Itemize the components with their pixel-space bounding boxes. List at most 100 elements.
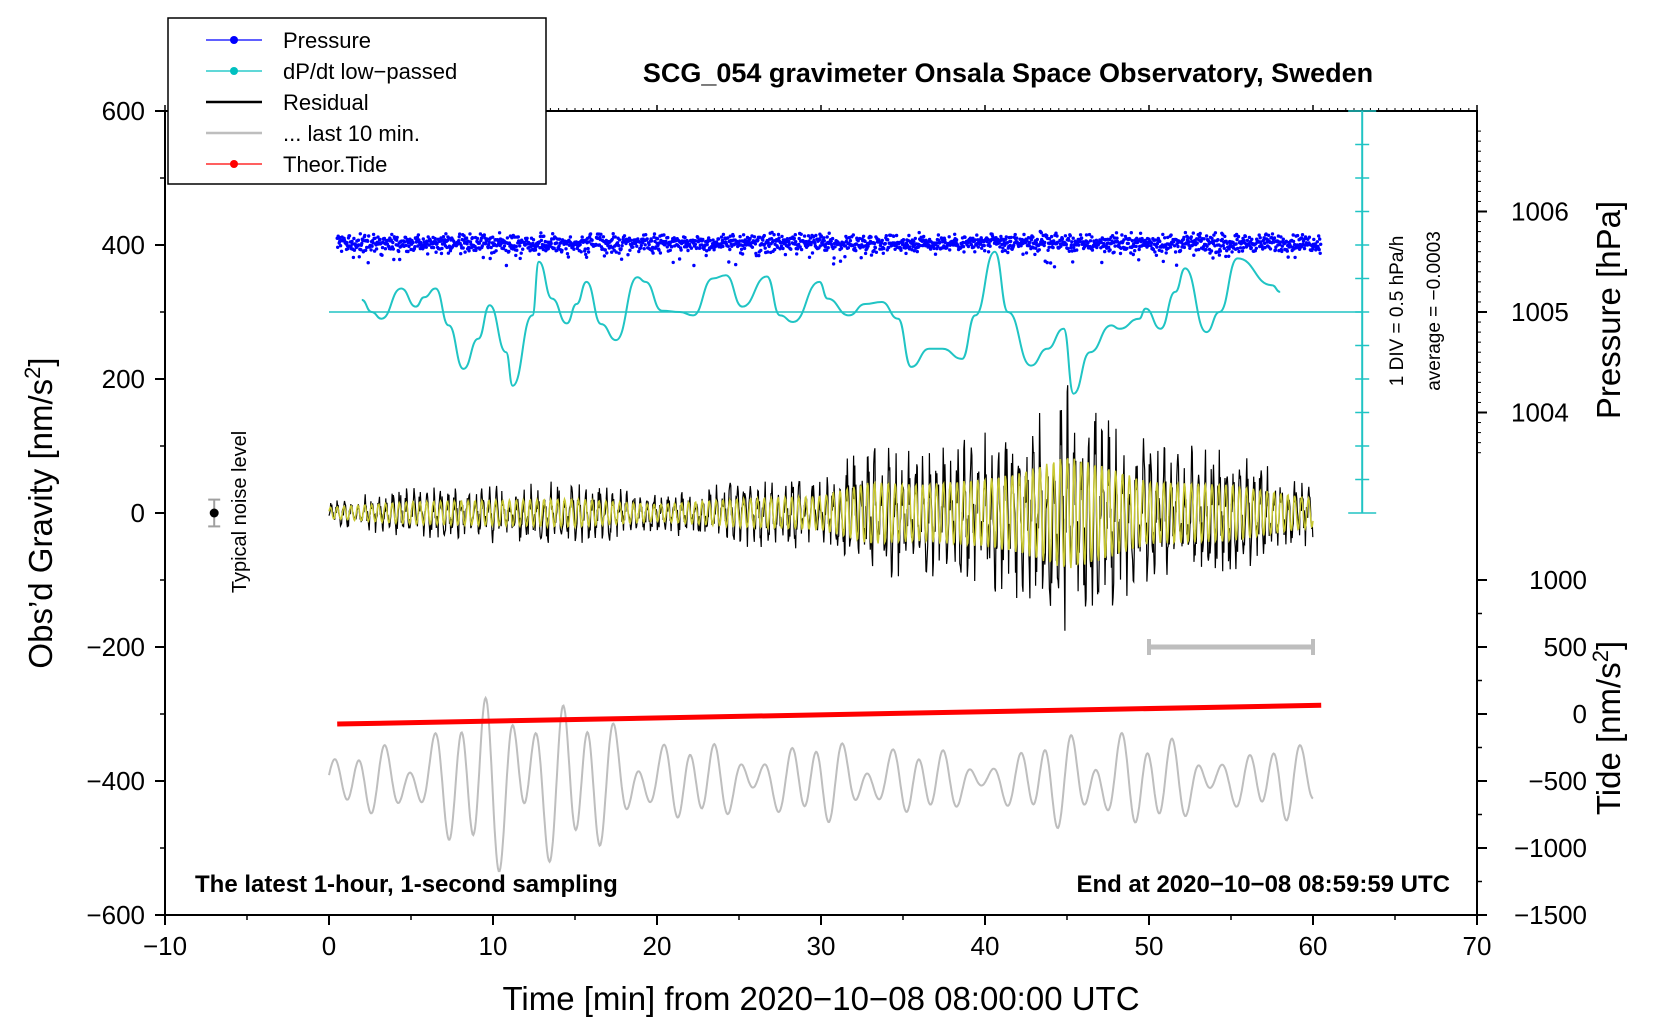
pressure-point <box>444 232 448 236</box>
pressure-point <box>666 235 670 240</box>
pressure-point <box>622 234 627 238</box>
pressure-point <box>772 233 776 237</box>
pressure-point <box>767 244 771 249</box>
pressure-point <box>390 232 394 237</box>
pressure-point <box>787 239 791 244</box>
pressure-point <box>879 241 884 245</box>
pressure-point <box>701 237 705 242</box>
pressure-point <box>1318 237 1322 241</box>
pressure-point <box>1005 241 1009 245</box>
pressure-point <box>1100 260 1104 265</box>
x-tick-label: −10 <box>143 931 187 961</box>
pressure-point <box>1108 248 1112 252</box>
pressure-point <box>866 244 870 248</box>
pressure-point <box>799 232 803 236</box>
pressure-point <box>1006 250 1010 255</box>
pressure-point <box>467 249 471 253</box>
pressure-point <box>712 248 716 252</box>
pressure-point <box>1273 248 1278 252</box>
pressure-point <box>793 233 797 237</box>
pressure-point <box>936 233 941 237</box>
pressure-point <box>1027 244 1032 248</box>
pressure-point <box>514 253 518 258</box>
pressure-point <box>459 252 463 256</box>
pressure-point <box>1169 233 1173 237</box>
pressure-point <box>1134 244 1138 249</box>
pressure-point <box>1237 249 1241 254</box>
pressure-point <box>806 234 811 238</box>
pressure-point <box>742 246 747 251</box>
pressure-point <box>1191 231 1196 235</box>
pressure-point <box>364 248 368 252</box>
pressure-point <box>1110 234 1115 238</box>
pressure-point <box>726 236 730 240</box>
pressure-point <box>414 240 419 244</box>
pressure-point <box>1218 249 1223 253</box>
pressure-point <box>583 247 587 251</box>
pressure-point <box>1076 243 1081 247</box>
pressure-point <box>507 249 511 254</box>
pressure-point <box>936 244 940 249</box>
pressure-point <box>819 234 823 238</box>
pressure-point <box>757 253 761 258</box>
pressure-point <box>1186 235 1190 240</box>
pressure-point <box>863 251 868 256</box>
pressure-point <box>1067 249 1072 253</box>
pressure-point <box>922 234 926 239</box>
pressure-point <box>1318 251 1322 255</box>
pressure-point <box>869 253 874 257</box>
pressure-point <box>802 234 807 238</box>
pressure-point <box>1133 249 1137 253</box>
pressure-point <box>539 238 544 243</box>
pressure-point <box>439 236 443 240</box>
pressure-point <box>741 233 746 237</box>
pressure-point <box>886 238 890 242</box>
y-tick-label: 0 <box>131 498 145 528</box>
pressure-point <box>1078 239 1082 244</box>
pressure-point <box>395 238 399 242</box>
pressure-point <box>1079 236 1084 240</box>
pressure-point <box>619 247 623 251</box>
pressure-point <box>395 235 399 240</box>
pressure-point <box>808 236 813 240</box>
pressure-point <box>789 247 793 251</box>
y-tick-label: −200 <box>86 632 145 662</box>
pressure-point <box>894 233 899 238</box>
pressure-point <box>1220 237 1225 242</box>
pressure-point <box>827 231 831 235</box>
pressure-point <box>382 236 387 241</box>
pressure-point <box>907 233 911 238</box>
pressure-point <box>1035 237 1040 242</box>
pressure-point <box>1129 251 1133 255</box>
pressure-point <box>942 244 946 248</box>
pressure-point <box>366 239 370 243</box>
pressure-point <box>521 247 525 251</box>
x-tick-label: 50 <box>1135 931 1164 961</box>
pressure-point <box>1293 255 1297 260</box>
pressure-point <box>934 241 939 245</box>
series-pressure-points <box>335 229 1323 269</box>
pressure-point <box>373 236 377 240</box>
tide-axis-ticks: −1500 −1000 −500 0 500 1000 <box>1477 565 1587 930</box>
pressure-point <box>1205 244 1209 248</box>
pressure-point <box>360 241 364 246</box>
pressure-point <box>1230 250 1234 254</box>
pressure-point <box>738 234 742 239</box>
pressure-point <box>998 245 1002 249</box>
pressure-point <box>726 244 730 248</box>
pressure-point <box>1302 246 1307 251</box>
pressure-point <box>603 248 607 252</box>
pressure-point <box>1195 241 1199 245</box>
pressure-point <box>1198 231 1202 236</box>
pressure-point <box>750 245 755 249</box>
pressure-point <box>602 254 607 258</box>
legend-label: dP/dt low−passed <box>283 59 457 84</box>
pressure-point <box>478 232 483 236</box>
pressure-point <box>1064 242 1069 247</box>
pressure-point <box>519 251 523 255</box>
pressure-point <box>645 237 649 241</box>
pressure-point <box>345 244 350 248</box>
pressure-point <box>913 236 917 241</box>
pressure-point <box>838 259 843 263</box>
